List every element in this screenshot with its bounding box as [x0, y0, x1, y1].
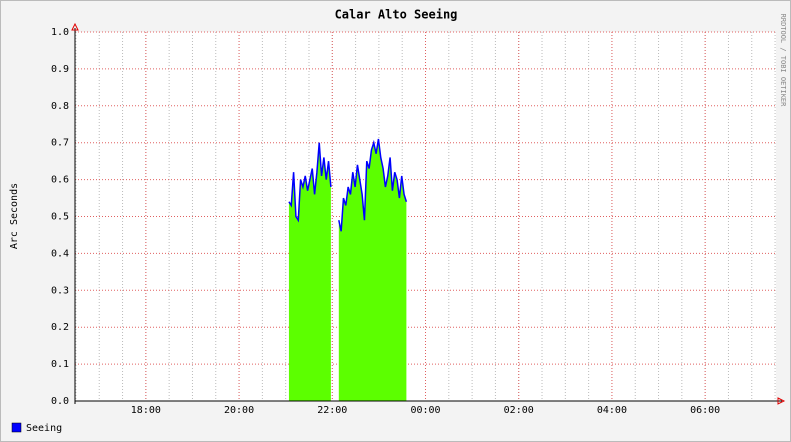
line [338, 138, 408, 232]
chart-title: Calar Alto Seeing [335, 8, 458, 22]
y-tick-label: 0.4 [51, 248, 69, 259]
area [338, 139, 407, 401]
x-axis-arrow [777, 397, 786, 405]
x-tick-label: 00:00 [410, 405, 440, 416]
legend-label: Seeing [26, 423, 62, 434]
legend-swatch [11, 422, 22, 433]
y-tick-label: 0.9 [51, 64, 69, 75]
y-tick-label: 0.1 [51, 359, 69, 370]
x-tick-label: 20:00 [224, 405, 254, 416]
y-axis-arrow [71, 22, 79, 31]
x-tick-label: 02:00 [504, 405, 534, 416]
x-tick-label: 22:00 [317, 405, 347, 416]
y-tick-label: 0.0 [51, 396, 69, 407]
y-tick-label: 1.0 [51, 27, 69, 38]
x-tick-label: 04:00 [597, 405, 627, 416]
line [288, 142, 332, 223]
y-tick-label: 0.8 [51, 101, 69, 112]
x-tick-label: 06:00 [690, 405, 720, 416]
y-tick-label: 0.2 [51, 322, 69, 333]
y-tick-label: 0.6 [51, 175, 69, 186]
y-tick-label: 0.7 [51, 138, 69, 149]
y-axis-label: Arc Seconds [9, 183, 20, 249]
y-tick-label: 0.3 [51, 285, 69, 296]
x-tick-label: 18:00 [131, 405, 161, 416]
watermark: RRDTOOL / TOBI OETIKER [779, 14, 787, 108]
y-tick-label: 0.5 [51, 212, 69, 223]
plot-area [75, 32, 776, 401]
